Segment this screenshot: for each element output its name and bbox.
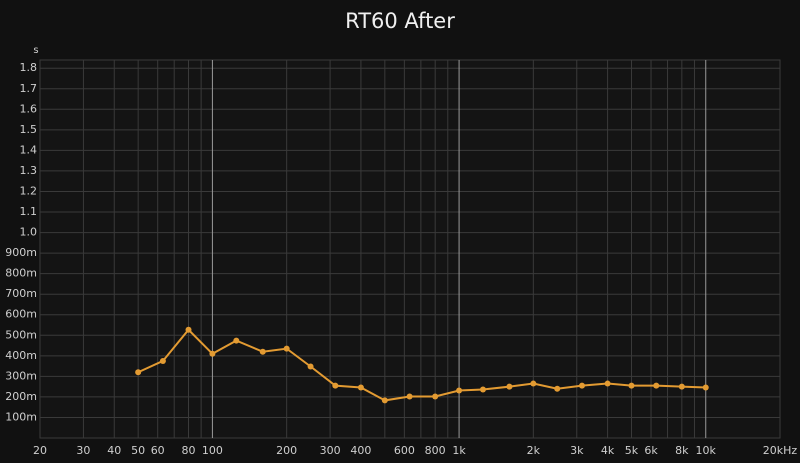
x-tick-label: 30 bbox=[76, 444, 90, 457]
data-point bbox=[185, 326, 192, 333]
data-point bbox=[530, 380, 537, 387]
y-tick-label: 1.3 bbox=[20, 164, 38, 177]
x-tick-label: 100 bbox=[202, 444, 223, 457]
x-tick-label: 800 bbox=[425, 444, 446, 457]
data-point bbox=[259, 348, 266, 355]
chart-title: RT60 After bbox=[345, 9, 455, 33]
data-point bbox=[283, 345, 290, 352]
data-point bbox=[479, 386, 486, 393]
data-point bbox=[456, 387, 463, 394]
x-tick-label: 40 bbox=[107, 444, 121, 457]
data-point bbox=[357, 384, 364, 391]
data-line bbox=[137, 328, 706, 402]
y-tick-label: 1.0 bbox=[20, 226, 38, 239]
x-tick-label: 8k bbox=[675, 444, 689, 457]
y-tick-label: 200m bbox=[5, 390, 37, 403]
y-tick-label: 1.2 bbox=[20, 184, 38, 197]
y-tick-label: 100m bbox=[5, 410, 37, 423]
data-point bbox=[628, 382, 635, 389]
data-point bbox=[678, 383, 685, 390]
data-point bbox=[578, 382, 585, 389]
data-point bbox=[135, 369, 142, 376]
x-tick-label: 2k bbox=[527, 444, 541, 457]
y-tick-label: 1.8 bbox=[20, 61, 38, 74]
x-tick-label: 5k bbox=[625, 444, 639, 457]
x-tick-label: 20 bbox=[33, 444, 47, 457]
data-point bbox=[653, 382, 660, 389]
y-tick-label: 400m bbox=[5, 349, 37, 362]
x-tick-label: 1k bbox=[452, 444, 466, 457]
y-tick-label: 700m bbox=[5, 287, 37, 300]
x-tick-label: 6k bbox=[644, 444, 658, 457]
y-tick-label: 900m bbox=[5, 246, 37, 259]
y-tick-label: 500m bbox=[5, 328, 37, 341]
data-point bbox=[381, 397, 388, 404]
x-tick-label: 80 bbox=[182, 444, 196, 457]
x-tick-label: 60 bbox=[151, 444, 165, 457]
x-tick-label: 300 bbox=[320, 444, 341, 457]
data-point bbox=[506, 383, 513, 390]
data-point bbox=[233, 337, 240, 344]
y-tick-label: 1.7 bbox=[20, 82, 38, 95]
data-point bbox=[702, 384, 709, 391]
y-tick-label: 300m bbox=[5, 369, 37, 382]
x-tick-label: 50 bbox=[131, 444, 145, 457]
y-tick-label: 1.1 bbox=[20, 205, 38, 218]
plot-area bbox=[39, 59, 781, 439]
y-tick-label: 1.4 bbox=[20, 143, 38, 156]
x-tick-label: 10k bbox=[696, 444, 717, 457]
data-point bbox=[332, 382, 339, 389]
data-point bbox=[307, 363, 314, 370]
data-point bbox=[406, 393, 413, 400]
x-tick-label: 200 bbox=[276, 444, 297, 457]
data-point bbox=[432, 393, 439, 400]
data-point bbox=[209, 350, 216, 357]
data-point bbox=[554, 385, 561, 392]
x-tick-label: 400 bbox=[350, 444, 371, 457]
y-tick-label: 800m bbox=[5, 267, 37, 280]
x-tick-label: 4k bbox=[601, 444, 615, 457]
y-tick-label: 1.5 bbox=[20, 123, 38, 136]
y-tick-label: 1.6 bbox=[20, 102, 38, 115]
x-tick-label: 600 bbox=[394, 444, 415, 457]
x-tick-label: 20kHz bbox=[763, 444, 798, 457]
data-point bbox=[159, 357, 166, 364]
y-tick-label: 600m bbox=[5, 308, 37, 321]
data-point bbox=[604, 380, 611, 387]
x-tick-label: 3k bbox=[570, 444, 584, 457]
y-axis-label: s bbox=[33, 45, 38, 56]
